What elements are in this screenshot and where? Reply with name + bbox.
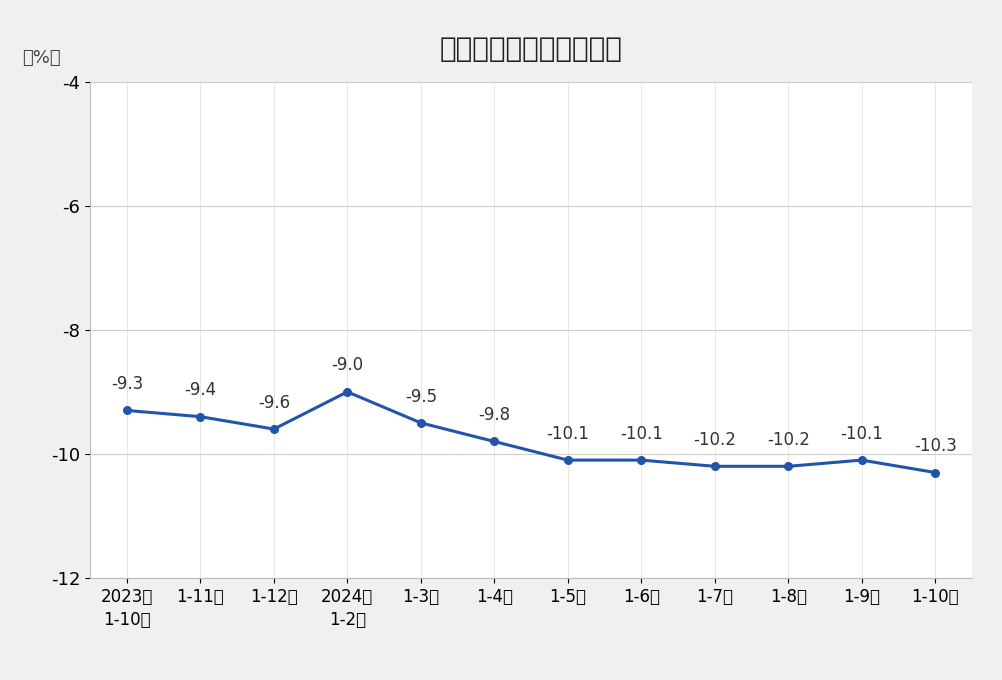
Text: -9.3: -9.3 bbox=[111, 375, 143, 393]
Text: -10.1: -10.1 bbox=[546, 425, 589, 443]
Text: -9.6: -9.6 bbox=[258, 394, 290, 411]
Text: -10.2: -10.2 bbox=[767, 431, 810, 449]
Text: -9.5: -9.5 bbox=[405, 388, 437, 405]
Text: -10.3: -10.3 bbox=[914, 437, 957, 455]
Text: -10.1: -10.1 bbox=[841, 425, 883, 443]
Text: -9.4: -9.4 bbox=[184, 381, 216, 399]
Text: -10.2: -10.2 bbox=[693, 431, 736, 449]
Text: -9.0: -9.0 bbox=[332, 356, 364, 375]
Text: -9.8: -9.8 bbox=[478, 406, 510, 424]
Title: 全国房地产开发投资增速: 全国房地产开发投资增速 bbox=[440, 35, 622, 63]
Y-axis label: （%）: （%） bbox=[22, 49, 61, 67]
Text: -10.1: -10.1 bbox=[620, 425, 662, 443]
